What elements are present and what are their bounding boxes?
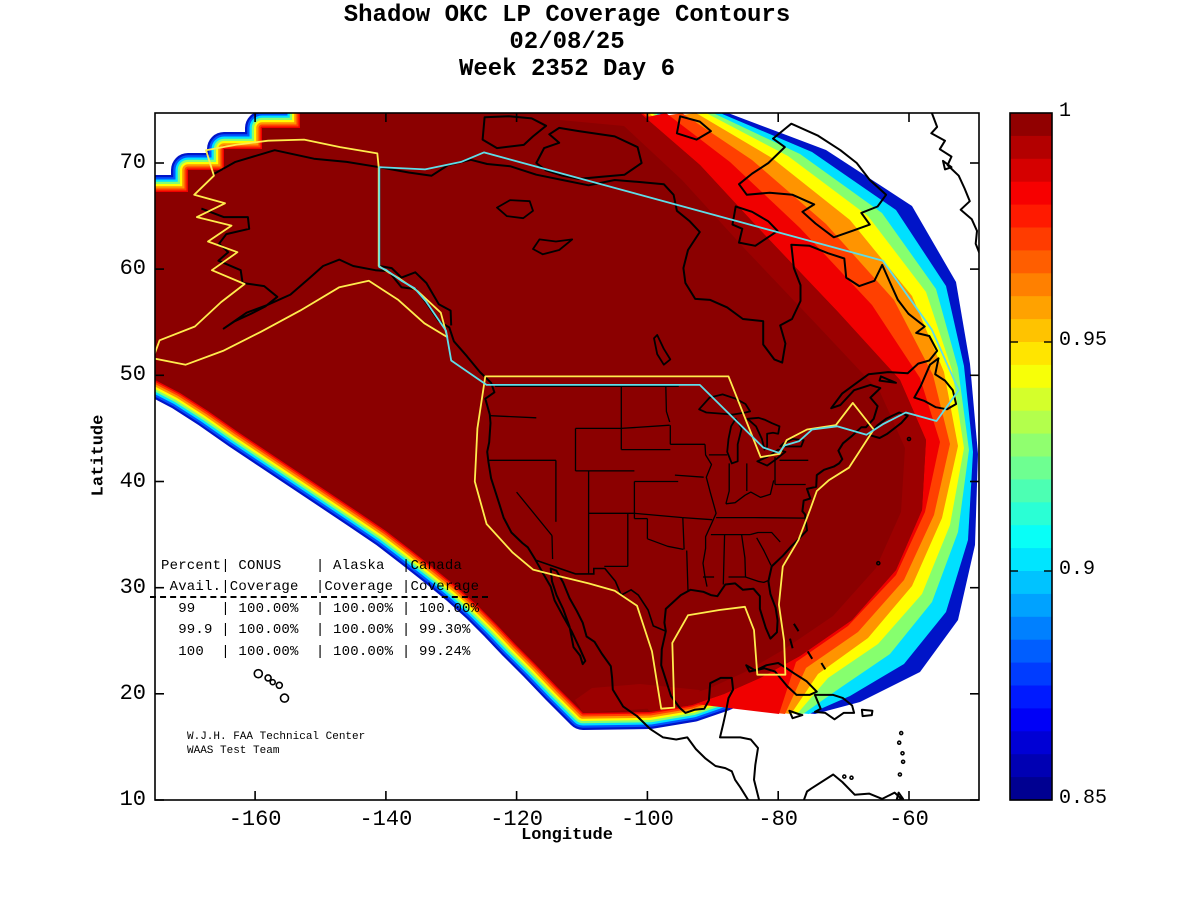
y-tick-70: 70 [119, 150, 146, 175]
x-tick--80: -80 [758, 807, 798, 832]
plot-date: 02/08/25 [509, 29, 625, 56]
x-tick--120: -120 [490, 807, 543, 832]
colorbar-label-1: 1 [1059, 100, 1072, 123]
x-tick--60: -60 [889, 807, 929, 832]
colorbar-label-0.85: 0.85 [1059, 787, 1108, 810]
plot-title: Shadow OKC LP Coverage Contours [343, 2, 791, 29]
alaska-boundary [155, 138, 449, 366]
y-tick-30: 30 [119, 574, 146, 600]
x-tick--100: -100 [620, 807, 674, 832]
x-tick--140: -140 [359, 807, 413, 832]
y-tick-50: 50 [119, 362, 146, 388]
plot-frame [154, 112, 980, 801]
y-tick-20: 20 [119, 680, 146, 706]
stats-table-separator [150, 596, 488, 598]
conus-boundary [473, 375, 875, 710]
y-tick-60: 60 [119, 256, 146, 282]
y-tick-10: 10 [119, 787, 146, 812]
coverage-stats-table: Percent| CONUS | Alaska |Canada Avail.|C… [161, 558, 480, 660]
y-tick-40: 40 [119, 468, 146, 494]
canada-boundary [378, 151, 960, 454]
x-axis-label: Longitude [521, 826, 613, 845]
plot-week-day: Week 2352 Day 6 [458, 56, 676, 83]
x-tick--160: -160 [228, 807, 282, 832]
attribution: W.J.H. FAA Technical Center WAAS Test Te… [187, 731, 366, 757]
colorbar-label-0.9: 0.9 [1059, 558, 1096, 581]
colorbar-frame [1009, 112, 1053, 801]
colorbar-label-0.95: 0.95 [1059, 329, 1108, 352]
